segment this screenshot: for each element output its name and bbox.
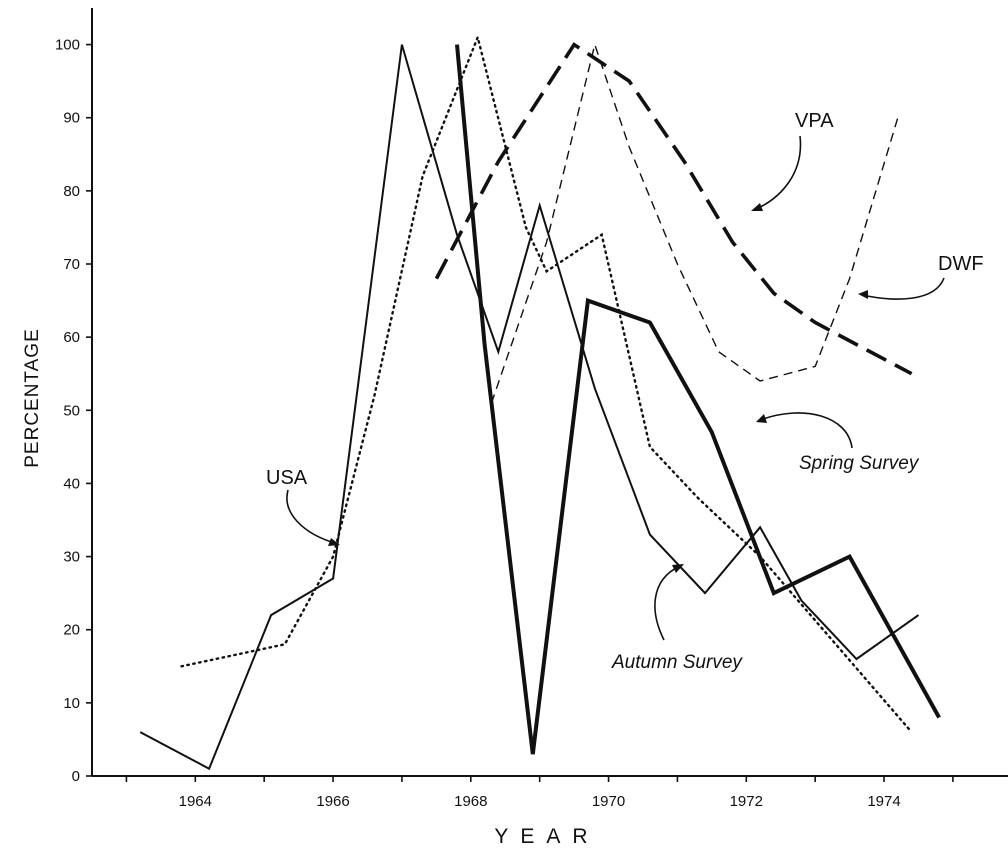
spring-survey-label: Spring Survey [799,453,920,474]
series-line-dwf [490,42,899,404]
y-tick-label: 70 [63,256,80,273]
x-tick-label: 1974 [867,793,900,810]
vpa-arrowhead [751,203,763,211]
dwf-arrow [861,277,945,300]
x-tick-label: 1970 [592,793,625,810]
y-tick-label: 10 [63,695,80,712]
spring-survey-arrowhead [756,414,767,423]
y-tick-label: 50 [63,402,80,419]
y-tick-label: 100 [55,37,80,54]
y-ticks: 0 10 20 30 40 50 60 70 80 90 100 [55,37,92,785]
x-tick-label: 1972 [730,793,763,810]
series-line-autumn-survey [139,44,920,771]
y-axis-title: PERCENTAGE [22,328,43,468]
y-tick-label: 20 [63,622,80,639]
autumn-survey-label: Autumn Survey [611,652,743,673]
autumn-survey-arrow [654,565,681,641]
series-line-vpa [434,42,913,376]
x-tick-label: 1966 [316,793,349,810]
usa-arrow [286,489,339,545]
series-layer [139,33,941,771]
dwf-label: DWF [938,253,984,275]
vpa-label: VPA [795,110,834,132]
axes [91,8,1008,777]
y-tick-label: 80 [63,183,80,200]
usa-label: USA [266,467,308,489]
y-tick-label: 60 [63,329,80,346]
annotation-layer: USA VPA DWF Spring Survey Autumn Survey [266,110,984,673]
x-ticks: 1964 1966 1968 1970 1972 1974 [125,776,954,810]
y-tick-label: 40 [63,475,80,492]
x-axis-title: YEAR [494,825,599,848]
autumn-survey-arrowhead [672,564,684,573]
x-tick-label: 1964 [179,793,212,810]
spring-survey-arrow [759,412,853,449]
series-line-spring-survey [455,44,941,755]
y-tick-label: 30 [63,549,80,566]
y-tick-label: 90 [63,110,80,127]
x-tick-label: 1968 [454,793,487,810]
y-tick-label: 0 [72,768,80,785]
usa-arrowhead [328,538,340,546]
dwf-arrowhead [858,290,868,299]
vpa-arrow [753,135,802,211]
